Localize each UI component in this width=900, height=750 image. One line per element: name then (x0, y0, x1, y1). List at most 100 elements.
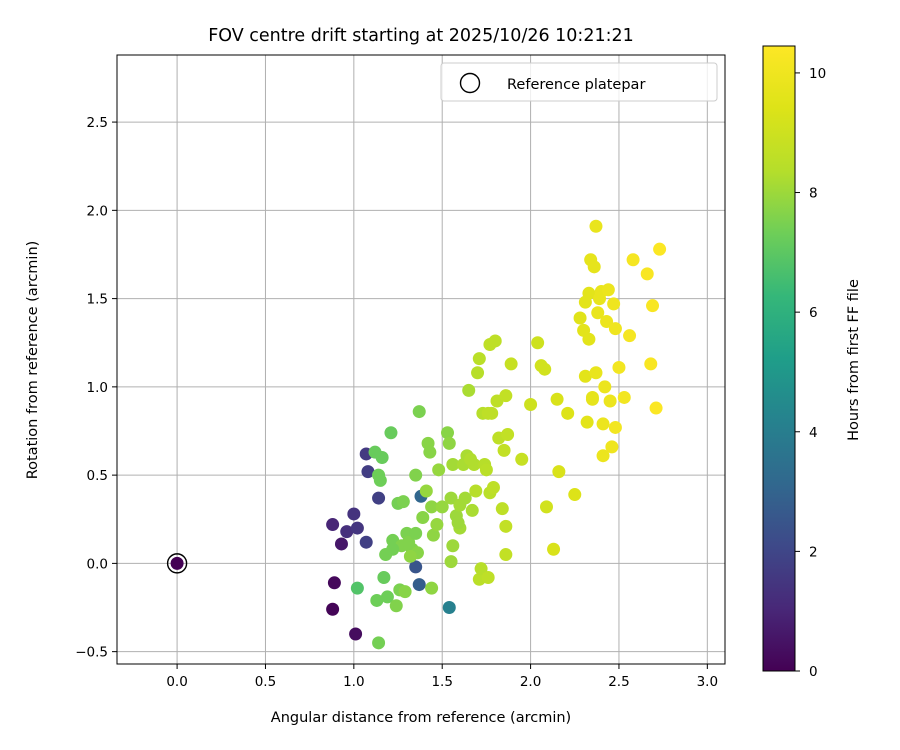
data-point (617, 390, 631, 404)
data-point (446, 458, 460, 472)
data-point (361, 465, 375, 479)
data-point (384, 426, 398, 440)
colorbar-ticks: 0 2 4 6 8 10 (795, 66, 826, 680)
chart-title: FOV centre drift starting at 2025/10/26 … (208, 26, 634, 46)
data-point (589, 366, 603, 380)
colorbar-tick-label: 6 (809, 305, 818, 321)
data-point (495, 502, 509, 516)
y-tick-label: 1.5 (87, 292, 108, 308)
reference-platepar-marker (166, 553, 188, 574)
data-point (446, 539, 460, 553)
data-point (538, 362, 552, 376)
data-point (499, 389, 513, 403)
data-point (499, 548, 513, 562)
data-point (370, 593, 384, 607)
data-point (426, 528, 440, 542)
data-point (359, 535, 373, 549)
data-point (423, 445, 437, 459)
data-point (471, 366, 485, 380)
x-axis-ticks: 0.0 0.5 1.0 1.5 2.0 2.5 3.0 (166, 664, 718, 690)
data-point (372, 636, 386, 650)
data-point (547, 542, 561, 556)
data-point (524, 398, 538, 412)
data-point (373, 473, 387, 487)
data-point (409, 560, 423, 574)
data-point (578, 295, 592, 309)
colorbar: 0 2 4 6 8 10 Hours from first FF file (762, 45, 862, 680)
data-point (649, 401, 663, 415)
data-point (497, 443, 511, 457)
data-point (589, 219, 603, 233)
data-points (326, 219, 667, 650)
plot-area-frame (116, 54, 726, 665)
data-point (425, 500, 439, 514)
data-point (409, 468, 423, 482)
data-point (644, 357, 658, 371)
data-point (463, 452, 477, 466)
data-point (585, 392, 599, 406)
data-point (472, 352, 486, 366)
data-point (347, 507, 361, 521)
data-point (398, 585, 412, 599)
legend-entry-reference: Reference platepar (507, 77, 645, 93)
data-point (350, 521, 364, 535)
data-point (442, 601, 456, 615)
y-tick-label: 1.0 (87, 380, 108, 396)
data-point (380, 590, 394, 604)
reference-marker-layer (166, 553, 188, 574)
x-tick-label: 1.5 (431, 674, 452, 690)
data-point (573, 311, 587, 325)
data-point (479, 463, 493, 477)
data-point (396, 495, 410, 509)
data-point (612, 360, 626, 374)
y-tick-label: −0.5 (75, 645, 108, 661)
data-point (386, 542, 400, 556)
data-point (608, 322, 622, 336)
legend: Reference platepar (440, 62, 718, 102)
data-point (515, 452, 529, 466)
legend-marker-circle-icon (459, 72, 481, 94)
data-point (501, 428, 515, 442)
data-point (409, 526, 423, 540)
data-point (458, 491, 472, 505)
colorbar-tick-label: 2 (809, 544, 818, 560)
data-point (600, 315, 614, 329)
grid-lines (117, 55, 725, 664)
data-point (603, 394, 617, 408)
y-axis-ticks: −0.5 0.0 0.5 1.0 1.5 2.0 2.5 (75, 115, 117, 661)
x-tick-label: 0.0 (166, 674, 187, 690)
data-point (377, 571, 391, 585)
data-point (561, 406, 575, 420)
data-point (430, 518, 444, 532)
reference-point-fill (170, 556, 184, 570)
data-point (425, 581, 439, 595)
data-point (481, 571, 495, 585)
colorbar-tick-label: 10 (809, 66, 826, 82)
data-point (465, 503, 479, 517)
x-tick-label: 2.0 (520, 674, 541, 690)
data-point (598, 380, 612, 394)
data-point (372, 491, 386, 505)
x-tick-label: 3.0 (697, 674, 718, 690)
x-tick-label: 0.5 (255, 674, 276, 690)
data-point (582, 332, 596, 346)
colorbar-label: Hours from first FF file (846, 279, 862, 441)
data-point (596, 417, 610, 431)
data-point (441, 426, 455, 440)
data-point (432, 463, 446, 477)
data-point (539, 500, 553, 514)
data-point (469, 484, 483, 498)
data-point (462, 383, 476, 397)
data-point (326, 518, 340, 532)
data-point (327, 576, 341, 590)
data-point (474, 562, 488, 576)
data-point (444, 555, 458, 569)
data-point (601, 283, 615, 297)
data-point (499, 519, 513, 533)
y-tick-label: 2.0 (87, 203, 108, 219)
data-point (340, 525, 354, 539)
data-point (568, 488, 582, 502)
data-point (626, 253, 640, 267)
colorbar-gradient (762, 45, 796, 672)
x-tick-label: 2.5 (608, 674, 629, 690)
